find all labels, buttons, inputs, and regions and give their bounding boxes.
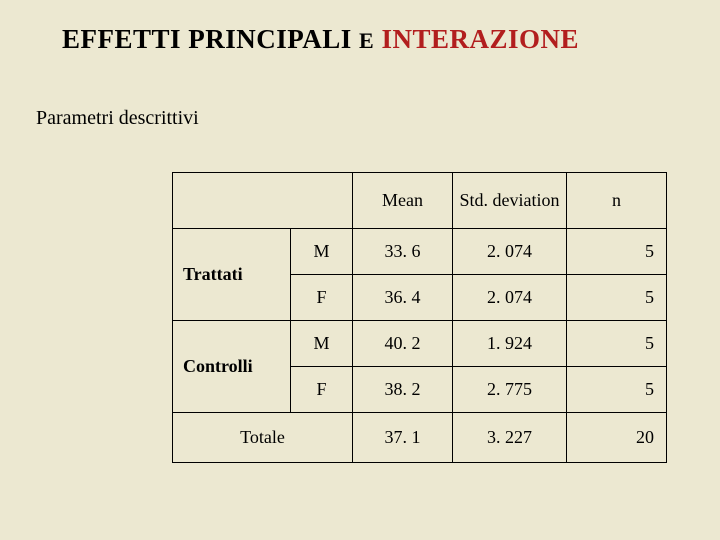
cell-mean: 38. 2 (353, 367, 453, 413)
sub-label: F (291, 275, 353, 321)
cell-n: 5 (567, 367, 667, 413)
group-label: Controlli (173, 321, 291, 413)
page-title: EFFETTI PRINCIPALI E INTERAZIONE (0, 0, 720, 55)
subtitle: Parametri descrittivi (0, 55, 720, 130)
total-label: Totale (173, 413, 353, 463)
table-row: Trattati M 33. 6 2. 074 5 (173, 229, 667, 275)
header-row: Mean Std. deviation n (173, 173, 667, 229)
cell-std: 3. 227 (453, 413, 567, 463)
sub-label: M (291, 321, 353, 367)
table-container: Mean Std. deviation n Trattati M 33. 6 2… (0, 130, 720, 463)
table-row: Controlli M 40. 2 1. 924 5 (173, 321, 667, 367)
cell-mean: 36. 4 (353, 275, 453, 321)
sub-label: M (291, 229, 353, 275)
header-mean: Mean (353, 173, 453, 229)
header-blank (173, 173, 353, 229)
cell-n: 5 (567, 321, 667, 367)
header-std: Std. deviation (453, 173, 567, 229)
cell-mean: 40. 2 (353, 321, 453, 367)
cell-std: 2. 074 (453, 275, 567, 321)
sub-label: F (291, 367, 353, 413)
cell-mean: 37. 1 (353, 413, 453, 463)
cell-n: 5 (567, 275, 667, 321)
cell-n: 5 (567, 229, 667, 275)
title-small-e: E (359, 28, 374, 53)
cell-std: 2. 074 (453, 229, 567, 275)
cell-std: 1. 924 (453, 321, 567, 367)
stats-table: Mean Std. deviation n Trattati M 33. 6 2… (172, 172, 667, 463)
total-row: Totale 37. 1 3. 227 20 (173, 413, 667, 463)
title-part2: INTERAZIONE (381, 24, 579, 54)
cell-std: 2. 775 (453, 367, 567, 413)
group-label: Trattati (173, 229, 291, 321)
header-n: n (567, 173, 667, 229)
cell-mean: 33. 6 (353, 229, 453, 275)
title-part1: EFFETTI PRINCIPALI (62, 24, 352, 54)
cell-n: 20 (567, 413, 667, 463)
